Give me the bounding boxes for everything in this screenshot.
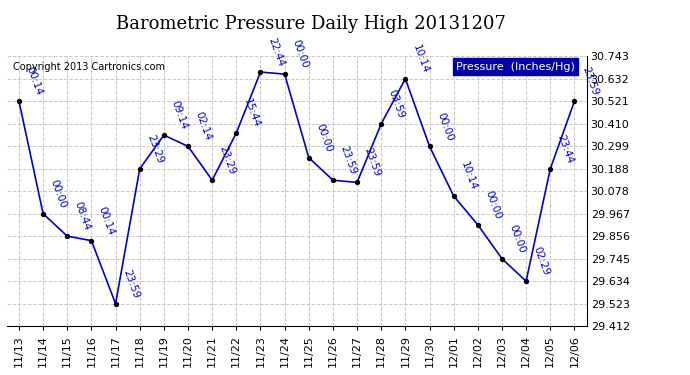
Text: 00:14: 00:14 [97, 205, 117, 237]
Point [207, 177, 218, 183]
Text: 23:59: 23:59 [339, 144, 358, 176]
Text: 10:14: 10:14 [411, 43, 431, 75]
Text: 00:00: 00:00 [315, 122, 334, 153]
Point [86, 238, 97, 244]
Text: 23:29: 23:29 [218, 144, 237, 176]
Point [230, 130, 241, 136]
Text: 23:29: 23:29 [146, 133, 165, 165]
Point [569, 98, 580, 104]
Text: 23:59: 23:59 [363, 147, 382, 178]
Point [497, 256, 508, 262]
Point [424, 143, 435, 149]
Text: 00:00: 00:00 [290, 39, 310, 70]
Point [328, 177, 339, 183]
Point [37, 211, 48, 217]
Text: 08:44: 08:44 [73, 200, 92, 232]
Text: 02:14: 02:14 [194, 111, 213, 142]
Text: Copyright 2013 Cartronics.com: Copyright 2013 Cartronics.com [12, 62, 165, 72]
Point [110, 301, 121, 307]
Text: 00:00: 00:00 [508, 223, 527, 255]
Text: 10:14: 10:14 [460, 160, 479, 192]
Point [520, 278, 531, 284]
Point [448, 193, 460, 199]
Text: 15:44: 15:44 [242, 97, 262, 129]
Text: 03:59: 03:59 [387, 88, 406, 120]
Text: 23:44: 23:44 [556, 133, 575, 165]
Point [182, 143, 193, 149]
Text: Barometric Pressure Daily High 20131207: Barometric Pressure Daily High 20131207 [115, 15, 506, 33]
Point [351, 179, 363, 185]
Point [134, 166, 145, 172]
Point [14, 98, 25, 104]
Point [62, 233, 73, 239]
Text: Pressure  (Inches/Hg): Pressure (Inches/Hg) [456, 62, 575, 72]
Text: 00:00: 00:00 [49, 178, 68, 210]
Point [400, 76, 411, 82]
Point [303, 154, 314, 160]
Point [472, 222, 483, 228]
Text: 23:59: 23:59 [121, 268, 141, 300]
Text: 00:14: 00:14 [25, 66, 44, 97]
Text: 22:44: 22:44 [266, 36, 286, 68]
Text: 00:00: 00:00 [484, 189, 503, 220]
Text: 00:00: 00:00 [435, 111, 455, 142]
Text: 23:59: 23:59 [580, 65, 600, 97]
Point [375, 121, 386, 127]
Point [279, 71, 290, 77]
Point [545, 166, 556, 172]
Point [158, 132, 169, 138]
Text: 02:29: 02:29 [532, 246, 551, 277]
Text: 09:14: 09:14 [170, 99, 189, 131]
Point [255, 69, 266, 75]
